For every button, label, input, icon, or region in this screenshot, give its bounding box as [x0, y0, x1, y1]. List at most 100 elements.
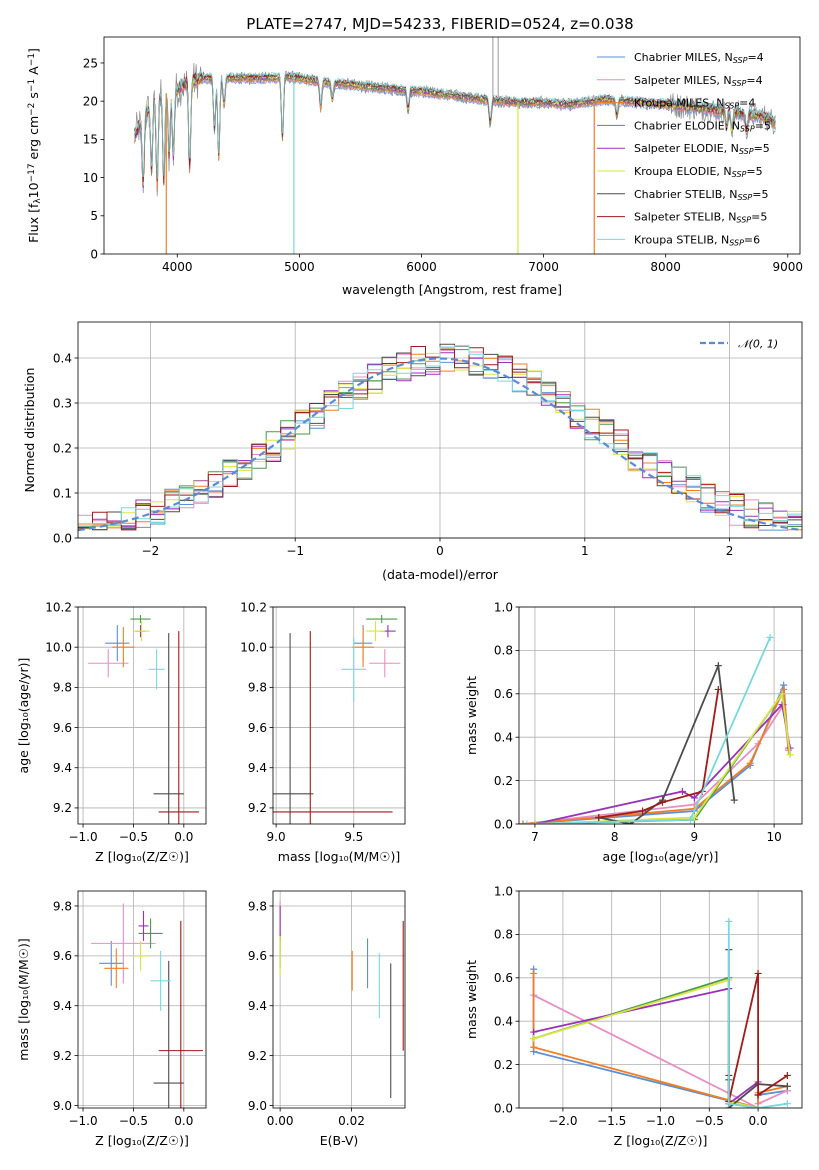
x-axis-label: mass [log₁₀(M/M☉)]	[278, 849, 400, 864]
series-marker-kroupa-stelib	[523, 820, 531, 824]
axes-frame	[77, 321, 803, 539]
y-tick-label: 0.3	[53, 396, 72, 410]
errorbar-point-kroupa-stelib	[148, 649, 165, 690]
series-marker-chabrier-stelib	[730, 796, 738, 804]
y-axis-label-part: s	[26, 92, 41, 103]
y-axis-label: Flux [fλ10−17 erg cm−2 s−1 A−1]	[26, 48, 43, 243]
model-spectrum-kroupa-stelib	[134, 70, 776, 179]
y-tick-label: 1.0	[494, 600, 513, 614]
y-axis-label-part: −1	[27, 53, 37, 66]
legend-label-part: Chabrier MILES, N	[634, 51, 733, 64]
series-marker-kroupa-miles	[519, 820, 527, 824]
axes-frame	[272, 606, 406, 825]
series-marker-salpeter-stelib	[754, 1091, 762, 1099]
y-tick-label: 0.6	[494, 687, 513, 701]
legend-label-part: SSP	[740, 124, 755, 133]
y-tick-label: 9.6	[248, 721, 267, 735]
x-axis-label: Z [log₁₀(Z/Z☉)]	[95, 849, 189, 864]
y-tick-label: 5	[90, 209, 98, 223]
legend-label-part: SSP	[739, 147, 754, 156]
series-marker-salpeter-elodie	[678, 787, 686, 795]
y-axis-label: Normed distribution	[22, 368, 37, 493]
axes: 0.00 0.02 9.0 9.2 9.4 9.6 9.8 E(B-V)	[248, 890, 406, 1148]
x-tick-label: 9	[691, 830, 699, 844]
series-marker-salpeter-stelib	[754, 969, 762, 977]
axes: −2.0 −1.5 −1.0 −0.5 0.0 0.0 0.2 0.4 0.6 0.8 1.0 Z […	[464, 884, 803, 1148]
axes-frame	[518, 890, 803, 1109]
legend-label-part: =5	[754, 142, 770, 155]
x-axis-label: E(B-V)	[320, 1133, 359, 1148]
histogram-kroupa-stelib	[78, 345, 802, 527]
grid	[273, 606, 405, 824]
series-marker-salpeter-stelib	[714, 685, 722, 693]
errorbar-point-salpeter-elodie	[138, 910, 149, 941]
legend-label-kroupa-stelib: Kroupa STELIB, NSSP=6	[634, 233, 760, 247]
x-tick-label: 6000	[406, 260, 437, 274]
y-tick-label: 0.2	[494, 774, 513, 788]
x-tick-label: 7000	[528, 260, 559, 274]
legend-label-part: SSP	[724, 102, 739, 111]
series-line-kroupa-miles	[522, 685, 790, 824]
y-tick-label: 10.0	[45, 640, 72, 654]
plot-area	[273, 615, 401, 824]
errorbar-point-salpeter-miles	[91, 903, 156, 984]
y-tick-label: 0.2	[494, 1058, 513, 1072]
errorbar-point-kroupa-stelib	[150, 950, 171, 1011]
y-tick-label: 0.1	[53, 486, 72, 500]
x-tick-label: 0	[436, 544, 444, 558]
y-tick-label: 10.2	[45, 600, 72, 614]
legend-label-part: =4	[747, 51, 763, 64]
series-marker-kroupa-elodie	[786, 751, 794, 759]
errorbar-point-kroupa-miles	[112, 627, 135, 668]
y-tick-label: 9.4	[248, 999, 267, 1013]
series-chabrier-elodie	[531, 690, 794, 824]
errorbar-point-kroupa-miles	[104, 948, 129, 989]
series-line-kroupa-miles	[532, 973, 788, 1108]
errorbar-point-kroupa-elodie	[366, 621, 385, 642]
y-tick-label: 9.2	[248, 801, 267, 815]
legend-label-salpeter-stelib: Salpeter STELIB, NSSP=5	[634, 211, 767, 225]
y-tick-label: 9.4	[53, 761, 72, 775]
series-marker-kroupa-stelib	[686, 816, 694, 824]
grid	[78, 891, 206, 1108]
x-tick-label: 9000	[773, 260, 804, 274]
legend-label-part: Kroupa MILES, N	[634, 97, 724, 110]
x-tick-label: 2	[726, 544, 734, 558]
legend-label-salpeter-elodie: Salpeter ELODIE, NSSP=5	[634, 142, 770, 156]
plot-area	[530, 917, 791, 1108]
legend-label-part: =6	[744, 233, 760, 246]
series-salpeter-stelib	[595, 685, 722, 821]
legend-label-part: SSP	[736, 216, 751, 225]
legend-label-part: SSP	[729, 238, 744, 247]
mass-weight-vs-metallicity-panel: −2.0 −1.5 −1.0 −0.5 0.0 0.0 0.2 0.4 0.6 0.8 1.0 Z […	[464, 884, 803, 1148]
axes: 4000 5000 6000 7000 8000 9000 0 5 10 15 20 25 wavele…	[26, 36, 804, 297]
series-line-kroupa-elodie	[533, 978, 759, 1108]
x-tick-label: 0.0	[749, 1114, 768, 1128]
y-axis-label: mass weight	[464, 960, 479, 1039]
y-tick-label: 9.4	[53, 999, 72, 1013]
y-axis-label-part: −1	[27, 79, 37, 92]
legend-label-salpeter-miles: Salpeter MILES, NSSP=4	[634, 74, 763, 88]
x-axis-label: age [log₁₀(age/yr)]	[603, 849, 719, 864]
mass-vs-metallicity-panel: −1.0 −0.5 0.0 9.0 9.2 9.4 9.6 9.8 Z [log₁₀(Z/Z☉)…	[16, 890, 207, 1148]
series-kroupa-stelib	[523, 633, 774, 824]
y-axis-label: mass [log₁₀(M/M☉)]	[16, 938, 31, 1060]
plot-area	[279, 900, 404, 1099]
series-marker-salpeter-stelib	[595, 813, 603, 821]
series-line-salpeter-stelib	[727, 973, 788, 1102]
errorbar-point-salpeter-miles	[369, 649, 401, 678]
errorbar-point-kroupa-elodie	[132, 940, 149, 971]
legend-label-gaussian: 𝒩(0, 1)	[738, 338, 778, 351]
errorbar-point-chabrier-stelib	[273, 633, 314, 824]
legend-label-part: =4	[746, 74, 762, 87]
series-line-kroupa-stelib	[727, 921, 788, 1108]
errorbar-point-kroupa-miles	[352, 627, 374, 668]
x-axis-label: wavelength [Angstrom, rest frame]	[342, 282, 562, 297]
series-marker-kroupa-elodie	[531, 820, 539, 824]
series-line-salpeter-elodie	[534, 702, 791, 824]
legend-label-part: Chabrier STELIB, N	[634, 188, 738, 201]
grid	[519, 606, 802, 825]
series-marker-kroupa-elodie	[778, 690, 786, 698]
y-tick-label: 9.8	[248, 899, 267, 913]
